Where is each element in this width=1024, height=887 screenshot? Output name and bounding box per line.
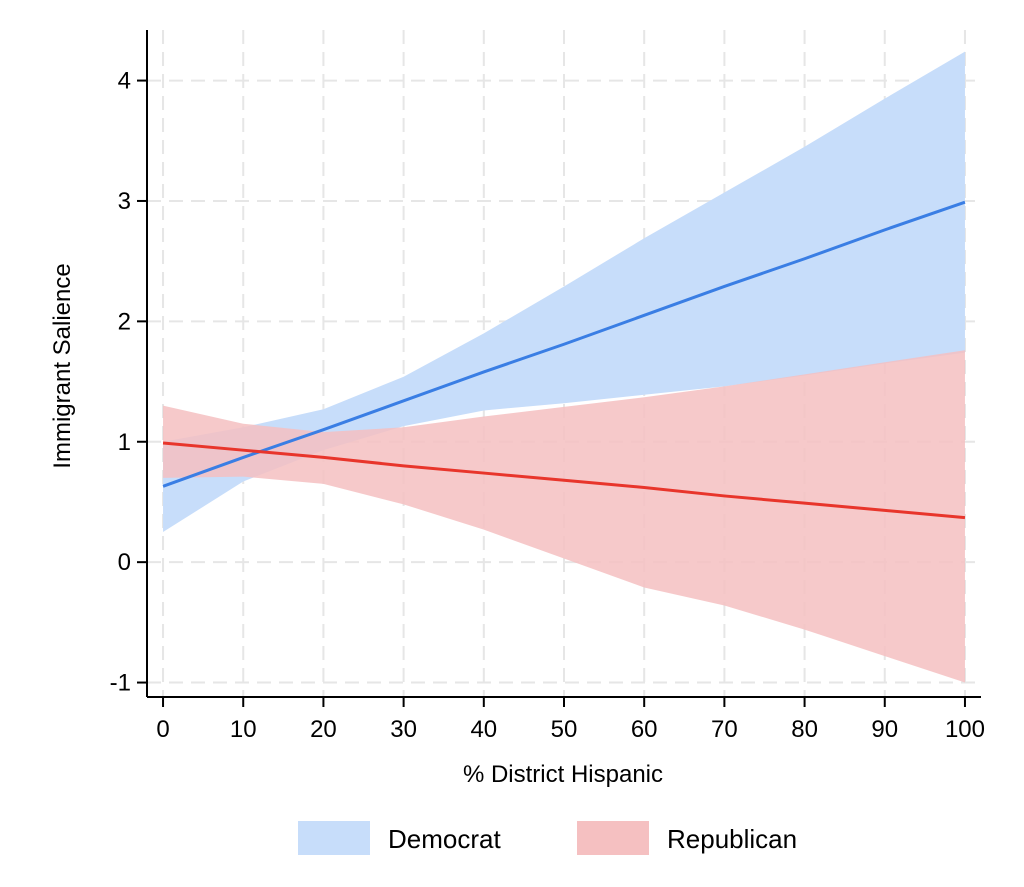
x-tick-label-10: 10	[230, 716, 257, 743]
legend-label-democrat: Democrat	[388, 824, 501, 854]
x-tick-label-50: 50	[551, 716, 578, 743]
x-tick-label-0: 0	[156, 716, 169, 743]
x-tick-label-100: 100	[945, 716, 985, 743]
band-democrat	[163, 51, 965, 533]
legend-swatch-republican	[577, 821, 649, 855]
legend-label-republican: Republican	[667, 824, 797, 854]
line-layer	[162, 200, 966, 520]
y-tick-label--1: -1	[110, 670, 131, 697]
band-layer	[163, 51, 965, 683]
y-tick-label-0: 0	[118, 549, 131, 576]
x-tick-label-40: 40	[470, 716, 497, 743]
y-tick-label-3: 3	[118, 188, 131, 215]
x-tick-label-20: 20	[310, 716, 337, 743]
line-republican	[162, 441, 966, 520]
x-axis-title: % District Hispanic	[463, 761, 663, 788]
x-tick-label-70: 70	[711, 716, 738, 743]
x-tick-label-30: 30	[390, 716, 417, 743]
y-tick-label-2: 2	[118, 308, 131, 335]
y-axis-title: Immigrant Salience	[49, 263, 76, 468]
line-democrat	[162, 200, 966, 488]
y-tick-label-4: 4	[118, 68, 131, 95]
legend-swatch-democrat	[298, 821, 370, 855]
legend: Democrat Republican	[298, 821, 797, 855]
x-tick-label-90: 90	[871, 716, 898, 743]
y-tick-label-1: 1	[118, 429, 131, 456]
x-tick-label-80: 80	[791, 716, 818, 743]
x-tick-label-60: 60	[631, 716, 658, 743]
tick-layer: 0 10 20 30 40 50 60 70 80 90 100 -1 0 1 2 3 4	[110, 68, 985, 743]
band-republican	[163, 350, 965, 683]
